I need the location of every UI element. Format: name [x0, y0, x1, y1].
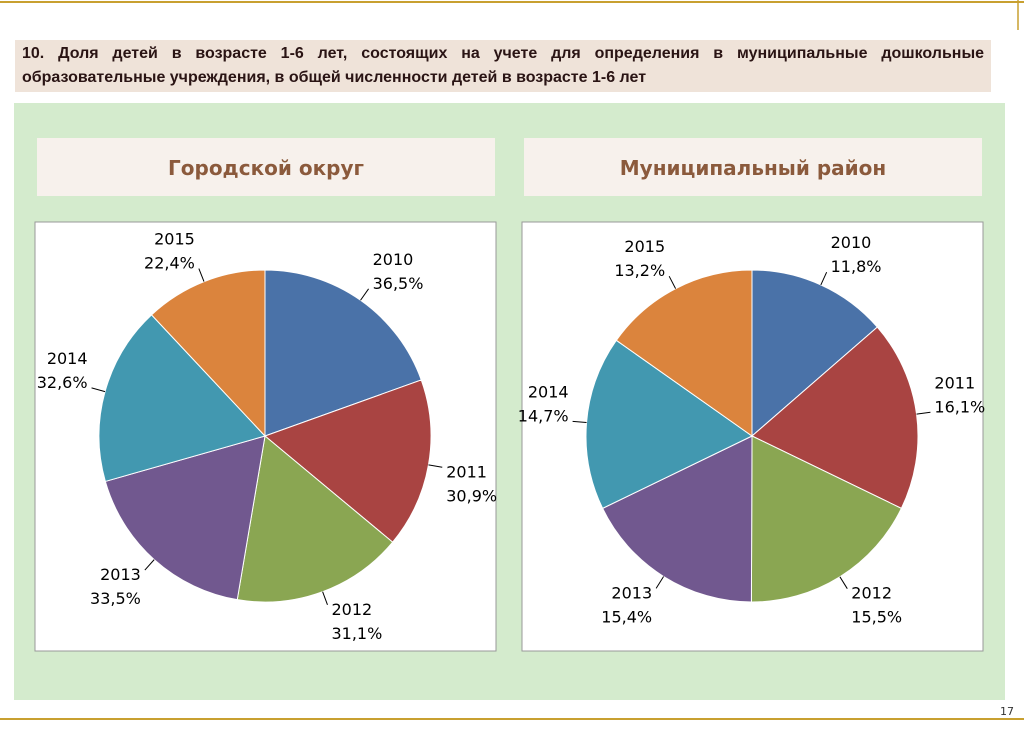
- leader-line: [360, 288, 369, 301]
- leader-line: [839, 576, 848, 589]
- leader-line: [572, 420, 587, 423]
- pie-slice: [236, 435, 394, 603]
- pie-slice: [751, 326, 919, 510]
- slice-label: 2011: [446, 462, 487, 481]
- slice-label: 2011: [934, 373, 975, 392]
- value-label: 16,1%: [934, 397, 985, 416]
- pie-slice: [585, 339, 753, 510]
- value-label: 30,9%: [446, 486, 497, 505]
- leader-line: [655, 576, 665, 589]
- slice-label: 2013: [100, 565, 141, 584]
- pie-slice: [751, 269, 878, 438]
- chart-header: [524, 138, 982, 196]
- leader-line: [322, 591, 328, 605]
- page-number: 17: [1000, 705, 1014, 718]
- value-label: 31,1%: [331, 624, 382, 643]
- slice-label: 2012: [851, 584, 892, 603]
- leader-line: [198, 268, 205, 282]
- value-label: 36,5%: [373, 274, 424, 293]
- value-label: 14,7%: [518, 406, 569, 425]
- slice-label: 2015: [154, 230, 195, 249]
- slice-label: 2015: [624, 237, 665, 256]
- pie-slice: [150, 269, 266, 438]
- value-label: 15,4%: [601, 607, 652, 626]
- leader-line: [916, 411, 931, 415]
- slice-label: 2012: [331, 600, 372, 619]
- value-label: 13,2%: [614, 261, 665, 280]
- chart-header: [37, 138, 495, 196]
- value-label: 11,8%: [831, 257, 882, 276]
- value-label: 15,5%: [851, 608, 902, 627]
- value-label: 22,4%: [144, 254, 195, 273]
- pie-slice: [264, 269, 422, 437]
- leader-line: [428, 464, 443, 468]
- slice-label: 2014: [528, 382, 569, 401]
- slide-title: 10. Доля детей в возрасте 1-6 лет, состо…: [15, 40, 991, 92]
- pie-slice: [615, 269, 753, 437]
- value-label: 32,6%: [37, 373, 88, 392]
- chart-title: Городской округ: [168, 156, 364, 180]
- slice-label: 2010: [373, 250, 414, 269]
- leader-line: [820, 271, 828, 286]
- leader-line: [668, 275, 677, 289]
- slice-label: 2014: [47, 349, 88, 368]
- slice-label: 2010: [831, 233, 872, 252]
- pie-slice: [98, 314, 266, 483]
- pie-slice: [264, 379, 432, 543]
- leader-line: [144, 559, 155, 571]
- leader-line: [91, 387, 106, 393]
- chart-title: Муниципальный район: [620, 156, 886, 180]
- value-label: 33,5%: [90, 589, 141, 608]
- slice-label: 2013: [611, 583, 652, 602]
